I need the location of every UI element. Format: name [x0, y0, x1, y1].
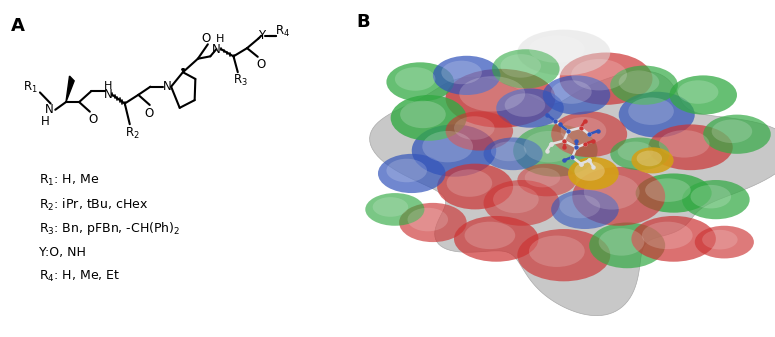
Ellipse shape: [460, 76, 525, 112]
Text: B: B: [356, 13, 370, 31]
Ellipse shape: [529, 236, 584, 267]
Ellipse shape: [678, 80, 718, 104]
Ellipse shape: [387, 62, 454, 101]
Text: A: A: [11, 17, 25, 35]
Ellipse shape: [400, 101, 446, 128]
Ellipse shape: [568, 157, 618, 190]
Ellipse shape: [373, 197, 408, 217]
Ellipse shape: [584, 174, 639, 210]
Text: H: H: [215, 34, 224, 44]
Ellipse shape: [454, 216, 539, 262]
Ellipse shape: [632, 216, 716, 262]
Ellipse shape: [391, 95, 467, 141]
Ellipse shape: [682, 180, 749, 219]
Ellipse shape: [694, 226, 754, 258]
Ellipse shape: [560, 117, 606, 145]
Ellipse shape: [618, 92, 694, 137]
Text: O: O: [144, 107, 153, 120]
Text: O: O: [201, 32, 210, 44]
Ellipse shape: [524, 131, 574, 162]
Text: R$_1$: R$_1$: [22, 80, 37, 95]
Ellipse shape: [422, 131, 473, 162]
Text: H: H: [41, 115, 50, 128]
Text: R$_2$: R$_2$: [126, 126, 140, 142]
Ellipse shape: [387, 159, 427, 182]
Ellipse shape: [551, 80, 591, 104]
Ellipse shape: [711, 120, 753, 143]
Ellipse shape: [618, 70, 660, 94]
Ellipse shape: [551, 190, 618, 229]
Ellipse shape: [571, 59, 627, 90]
Text: R$_2$: iPr, tBu, cHex: R$_2$: iPr, tBu, cHex: [40, 196, 149, 213]
Text: O: O: [256, 58, 265, 71]
Text: R$_4$: H, Me, Et: R$_4$: H, Me, Et: [40, 269, 120, 284]
Text: R$_3$: Bn, pFBn, -CH(Ph)$_2$: R$_3$: Bn, pFBn, -CH(Ph)$_2$: [40, 220, 181, 237]
Ellipse shape: [399, 203, 467, 242]
Text: R$_3$: R$_3$: [232, 73, 247, 88]
Ellipse shape: [610, 66, 678, 105]
Ellipse shape: [659, 130, 710, 158]
Ellipse shape: [518, 164, 577, 196]
Text: R$_1$: H, Me: R$_1$: H, Me: [40, 173, 99, 188]
Ellipse shape: [484, 137, 542, 170]
Ellipse shape: [560, 195, 600, 218]
Text: Y: Y: [259, 29, 266, 42]
Ellipse shape: [572, 167, 665, 226]
Ellipse shape: [493, 186, 539, 213]
Text: Y:O, NH: Y:O, NH: [40, 246, 86, 259]
Ellipse shape: [691, 185, 731, 208]
Text: N: N: [104, 88, 112, 101]
Text: N: N: [45, 103, 53, 116]
Text: N: N: [163, 80, 171, 93]
Ellipse shape: [446, 69, 556, 128]
Ellipse shape: [574, 161, 604, 181]
Ellipse shape: [464, 222, 515, 249]
Ellipse shape: [632, 147, 673, 174]
Ellipse shape: [437, 164, 513, 209]
Ellipse shape: [492, 49, 560, 89]
Ellipse shape: [551, 111, 627, 157]
Ellipse shape: [618, 142, 653, 161]
Polygon shape: [66, 76, 74, 102]
Ellipse shape: [636, 174, 711, 213]
Ellipse shape: [518, 30, 610, 75]
Ellipse shape: [642, 222, 693, 249]
Text: H: H: [104, 81, 112, 91]
Ellipse shape: [525, 168, 560, 187]
Ellipse shape: [645, 178, 691, 202]
Ellipse shape: [446, 111, 513, 151]
Ellipse shape: [610, 137, 670, 170]
Ellipse shape: [501, 54, 541, 78]
Ellipse shape: [484, 180, 560, 226]
Text: N: N: [212, 42, 221, 56]
Ellipse shape: [560, 53, 653, 105]
Text: R$_4$: R$_4$: [275, 24, 290, 39]
Ellipse shape: [408, 208, 448, 231]
Ellipse shape: [637, 151, 662, 166]
Ellipse shape: [441, 61, 482, 84]
Text: O: O: [88, 113, 98, 126]
Polygon shape: [370, 71, 775, 316]
Ellipse shape: [648, 124, 732, 170]
Ellipse shape: [491, 142, 526, 161]
Ellipse shape: [505, 93, 546, 117]
Ellipse shape: [412, 124, 496, 177]
Ellipse shape: [598, 228, 644, 256]
Ellipse shape: [529, 35, 584, 63]
Ellipse shape: [446, 170, 492, 197]
Ellipse shape: [513, 124, 598, 177]
Ellipse shape: [702, 230, 738, 249]
Ellipse shape: [378, 154, 446, 193]
Ellipse shape: [670, 75, 737, 115]
Ellipse shape: [703, 115, 771, 154]
Ellipse shape: [542, 75, 610, 115]
Ellipse shape: [433, 56, 501, 95]
Ellipse shape: [454, 116, 494, 140]
Ellipse shape: [496, 88, 564, 128]
Ellipse shape: [518, 229, 610, 281]
Ellipse shape: [629, 97, 673, 125]
Ellipse shape: [589, 222, 665, 268]
Ellipse shape: [365, 193, 425, 226]
Ellipse shape: [394, 67, 436, 91]
